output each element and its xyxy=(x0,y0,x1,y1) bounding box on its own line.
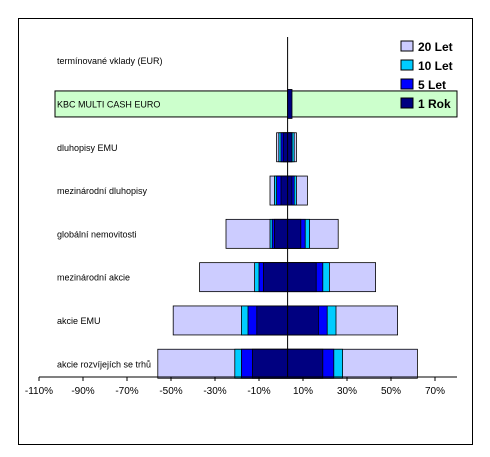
category-label: akcie rozvíjejích se trhů xyxy=(57,359,151,369)
legend-swatch-5-let xyxy=(400,78,414,90)
bar-1-rok-mezinarodni-akcie xyxy=(262,262,317,293)
risk-return-chart: termínované vklady (EUR) KBC MULTI CASH E… xyxy=(25,37,458,397)
category-label: KBC MULTI CASH EURO xyxy=(57,99,160,109)
category-label: dluhopisy EMU xyxy=(57,143,118,153)
x-tick-label: 30% xyxy=(337,386,357,397)
x-tick-label: -70% xyxy=(115,386,138,397)
chart-frame: termínované vklady (EUR) KBC MULTI CASH E… xyxy=(18,18,473,445)
legend-label-10-let: 10 Let xyxy=(418,59,453,73)
category-label: mezinárodní dluhopisy xyxy=(57,186,148,196)
highlight-band xyxy=(54,90,458,118)
bar-1-rok-kbc-multi-cash-euro xyxy=(287,89,293,119)
x-tick-label: -50% xyxy=(159,386,182,397)
bar-1-rok-mezinarodni-dluhopisy xyxy=(280,175,293,206)
category-label: akcie EMU xyxy=(57,316,101,326)
x-tick-label: -30% xyxy=(203,386,226,397)
legend-swatch-20-let xyxy=(400,40,414,52)
category-label: globální nemovitosti xyxy=(57,229,137,239)
x-tick-label: -10% xyxy=(247,386,270,397)
x-tick-label: 10% xyxy=(293,386,313,397)
category-label: mezinárodní akcie xyxy=(57,273,130,283)
x-tick-label: 70% xyxy=(425,386,445,397)
x-tick-label: 50% xyxy=(381,386,401,397)
category-label: termínované vklady (EUR) xyxy=(57,56,163,66)
legend-swatch-10-let xyxy=(400,59,414,71)
x-tick-label: -110% xyxy=(25,386,53,397)
x-tick-label: -90% xyxy=(71,386,94,397)
legend-swatch-1-rok xyxy=(400,97,414,109)
legend-label-20-let: 20 Let xyxy=(418,40,453,54)
legend-label-1-rok: 1 Rok xyxy=(418,97,451,111)
legend-label-5-let: 5 Let xyxy=(418,78,446,92)
